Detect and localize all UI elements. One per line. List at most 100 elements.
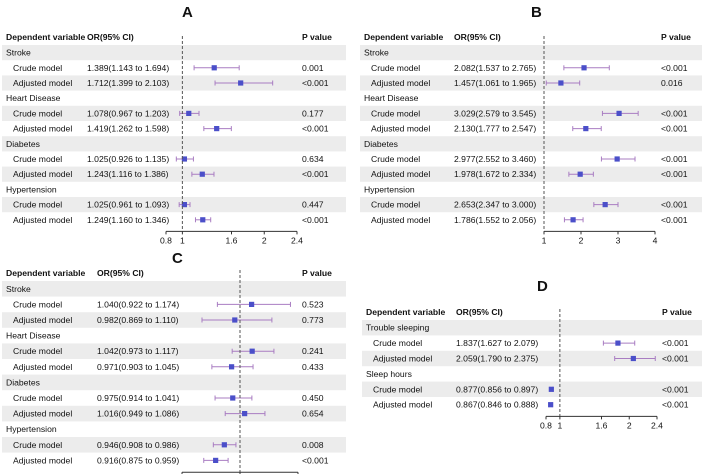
p-value: 0.001 <box>302 63 324 73</box>
model-label: Adjusted model <box>371 124 430 134</box>
or-point <box>221 442 227 448</box>
row-stripe <box>360 75 702 91</box>
panel-b-label: B <box>531 4 542 21</box>
model-label: Adjusted model <box>13 362 72 372</box>
or-ci-value: 1.712(1.399 to 2.103) <box>87 78 169 88</box>
row-stripe <box>2 281 346 297</box>
p-value: 0.523 <box>302 299 324 309</box>
model-label: Crude model <box>13 393 62 403</box>
p-value: <0.001 <box>662 400 689 410</box>
p-value: <0.001 <box>302 455 329 465</box>
x-tick-label: 2 <box>627 420 632 430</box>
header-p-value: P value <box>302 268 332 278</box>
model-label: Crude model <box>371 200 420 210</box>
p-value: <0.001 <box>661 215 688 225</box>
panel-a-label: A <box>182 4 193 21</box>
or-ci-value: 0.946(0.908 to 0.986) <box>97 440 179 450</box>
x-tick-label: 1 <box>180 235 185 245</box>
row-stripe <box>362 320 702 336</box>
model-label: Adjusted model <box>13 455 72 465</box>
row-stripe <box>360 197 702 213</box>
header-dependent-variable: Dependent variable <box>6 268 85 278</box>
row-stripe <box>2 312 346 328</box>
model-label: Adjusted model <box>13 124 72 134</box>
row-stripe <box>360 45 702 61</box>
row-stripe <box>362 381 702 397</box>
or-ci-value: 1.419(1.262 to 1.598) <box>87 124 169 134</box>
or-point <box>230 395 236 401</box>
x-tick-label: 1.6 <box>596 420 608 430</box>
p-value: <0.001 <box>302 215 329 225</box>
or-point <box>214 126 220 132</box>
p-value: <0.001 <box>302 124 329 134</box>
forest-plot-c: Dependent variable OR(95% CI) P value Strok… <box>2 268 346 474</box>
or-ci-value: 1.025(0.926 to 1.135) <box>87 154 169 164</box>
or-ci-value: 2.977(2.552 to 3.460) <box>454 154 536 164</box>
p-value: 0.177 <box>302 108 324 118</box>
model-label: Crude model <box>13 200 62 210</box>
p-value: 0.016 <box>661 78 683 88</box>
model-label: Crude model <box>13 346 62 356</box>
model-label: Adjusted model <box>373 400 432 410</box>
or-point <box>238 80 244 86</box>
model-label: Crude model <box>373 384 422 394</box>
group-label: Heart Disease <box>364 93 419 103</box>
x-tick-label: 1 <box>557 420 562 430</box>
group-label: Stroke <box>6 284 31 294</box>
or-ci-value: 2.082(1.537 to 2.765) <box>454 63 536 73</box>
model-label: Adjusted model <box>13 315 72 325</box>
x-tick-label: 1.6 <box>226 235 238 245</box>
panel-c-label: C <box>172 250 183 267</box>
x-tick-label: 0.8 <box>540 420 552 430</box>
p-value: <0.001 <box>662 384 689 394</box>
or-point <box>630 355 636 362</box>
or-point <box>558 80 564 86</box>
p-value: 0.773 <box>302 315 324 325</box>
model-label: Adjusted model <box>13 215 72 225</box>
header-or-ci: OR(95% CI) <box>97 268 144 278</box>
row-stripe <box>2 437 346 453</box>
p-value: 0.634 <box>302 154 324 164</box>
x-tick-label: 1 <box>542 235 547 245</box>
or-point <box>570 217 576 223</box>
p-value: 0.654 <box>302 409 324 419</box>
or-point <box>232 317 238 323</box>
row-stripe <box>360 136 702 152</box>
group-label: Diabetes <box>6 377 40 387</box>
row-stripe <box>360 166 702 182</box>
or-point <box>186 110 192 116</box>
or-point <box>181 202 188 208</box>
model-label: Crude model <box>371 154 420 164</box>
p-value: <0.001 <box>661 169 688 179</box>
header-p-value: P value <box>662 307 692 317</box>
row-stripe <box>2 45 346 61</box>
or-point <box>181 156 188 162</box>
p-value: <0.001 <box>662 338 689 348</box>
or-point <box>548 402 554 408</box>
panel-d-label: D <box>537 278 548 295</box>
model-label: Crude model <box>13 154 62 164</box>
or-ci-value: 0.867(0.846 to 0.888) <box>456 400 538 410</box>
p-value: 0.433 <box>302 362 324 372</box>
row-stripe <box>2 343 346 359</box>
model-label: Crude model <box>13 299 62 309</box>
or-point <box>211 65 217 71</box>
or-ci-value: 0.975(0.914 to 1.041) <box>97 393 179 403</box>
header-p-value: P value <box>302 32 332 42</box>
model-label: Crude model <box>371 108 420 118</box>
header-dependent-variable: Dependent variable <box>364 32 443 42</box>
model-label: Crude model <box>13 440 62 450</box>
model-label: Crude model <box>373 338 422 348</box>
p-value: <0.001 <box>661 124 688 134</box>
group-label: Sleep hours <box>366 369 412 379</box>
model-label: Crude model <box>371 63 420 73</box>
or-point <box>200 217 206 223</box>
row-stripe <box>2 75 346 91</box>
p-value: 0.450 <box>302 393 324 403</box>
or-point <box>583 126 589 132</box>
group-label: Hypertension <box>6 424 57 434</box>
model-label: Crude model <box>13 108 62 118</box>
model-label: Adjusted model <box>13 169 72 179</box>
or-ci-value: 1.042(0.973 to 1.117) <box>97 346 179 356</box>
model-label: Adjusted model <box>373 354 432 364</box>
